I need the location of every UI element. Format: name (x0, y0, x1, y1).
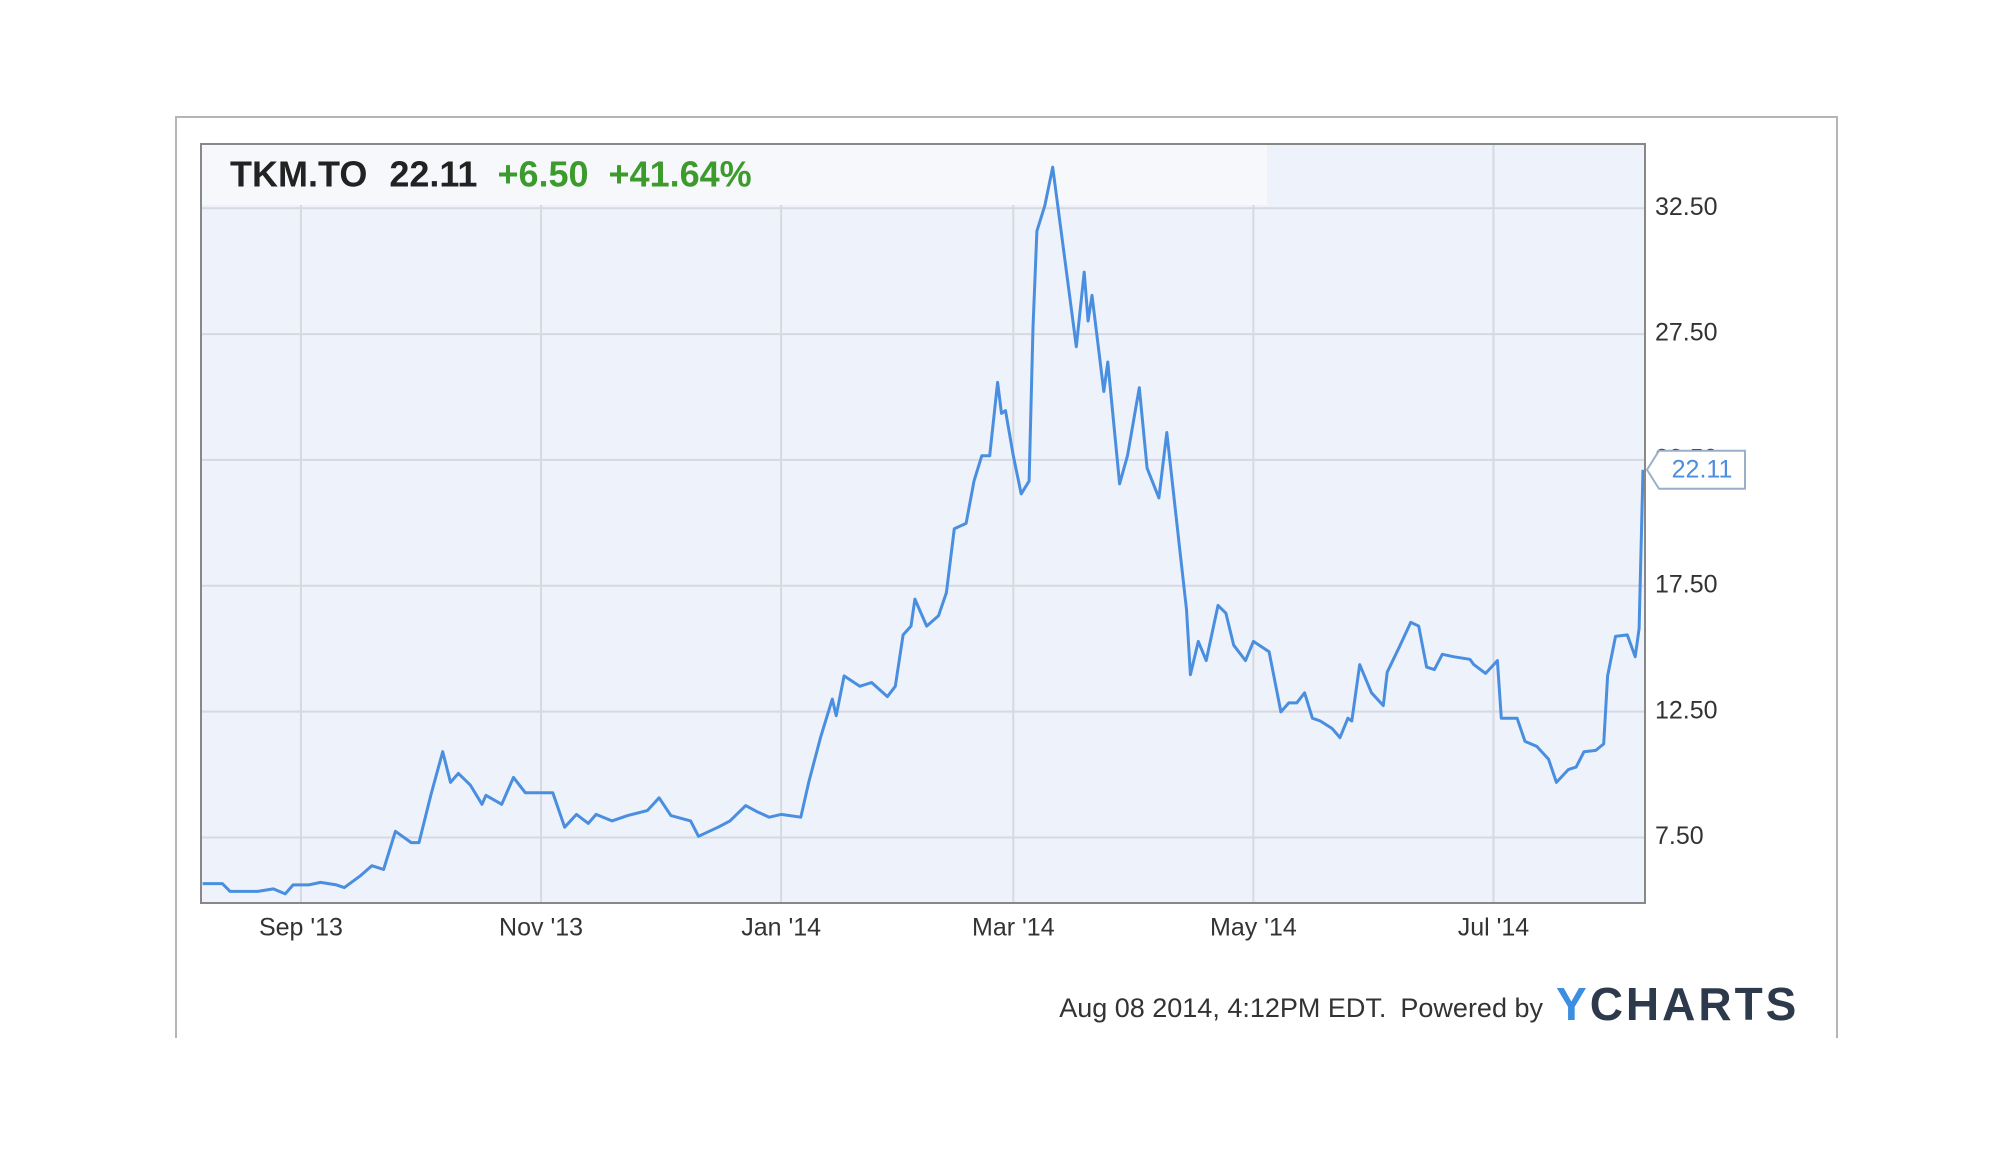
callout-box (1645, 449, 1746, 490)
header: TKM.TO 22.11 +6.50 +41.64% (230, 154, 752, 195)
y-tick-label: 12.50 (1655, 696, 1718, 724)
x-tick-label: Nov '13 (499, 914, 583, 942)
powered-by: Powered by (1400, 993, 1543, 1023)
x-tick-label: Jul '14 (1458, 914, 1530, 942)
header-band (201, 144, 1267, 205)
y-tick-label: 27.50 (1655, 319, 1718, 347)
y-tick-label: 17.50 (1655, 570, 1718, 598)
plot-background (201, 144, 1645, 903)
x-tick-label: Jan '14 (741, 914, 821, 942)
logo: YCHARTS (1556, 978, 1799, 1030)
plot-border (200, 143, 1646, 904)
y-tick-label: 7.50 (1655, 822, 1704, 850)
ticker: TKM.TO (230, 154, 367, 195)
price-line (202, 165, 1645, 896)
change: +6.50 (497, 154, 588, 195)
grid (201, 144, 1645, 903)
x-tick-label: Sep '13 (259, 914, 343, 942)
x-tick-label: Mar '14 (972, 914, 1055, 942)
marks (202, 165, 1645, 896)
x-tick-label: May '14 (1210, 914, 1297, 942)
price: 22.11 (389, 154, 477, 195)
last-value-label: 22.11 (1672, 455, 1733, 483)
y-tick-label: 32.50 (1655, 193, 1718, 221)
change-pct: +41.64% (609, 154, 752, 195)
frame (175, 116, 1838, 1038)
timestamp: Aug 08 2014, 4:12PM EDT. (1059, 993, 1386, 1023)
